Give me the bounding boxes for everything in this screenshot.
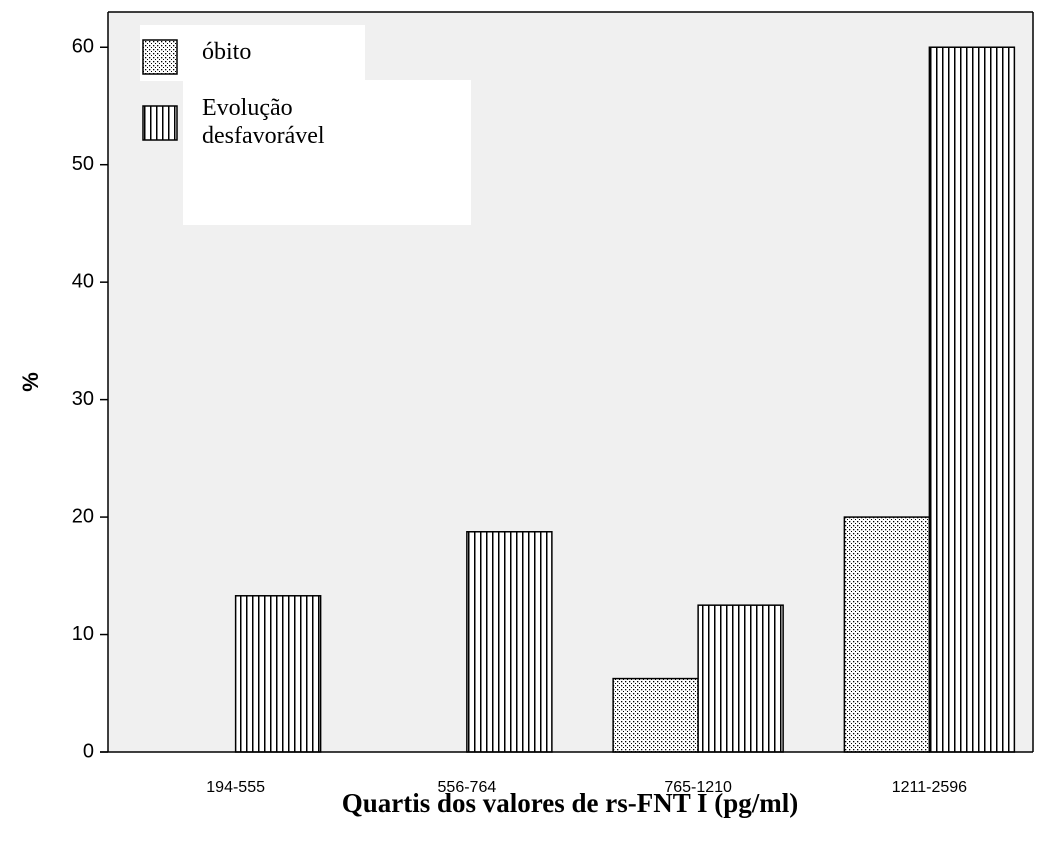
legend-label: Evolução desfavorável <box>202 95 325 149</box>
x-tick-label: 1211-2596 <box>892 779 967 796</box>
y-tick-label: 60 <box>72 36 94 58</box>
y-tick-label: 40 <box>72 270 94 292</box>
legend-box <box>183 80 471 225</box>
x-axis-label: Quartis dos valores de rs-FNT I (pg/ml) <box>342 788 799 818</box>
legend-swatch <box>142 105 178 141</box>
bar <box>697 604 784 753</box>
y-axis-label: % <box>18 372 43 392</box>
bar <box>234 595 322 753</box>
bar <box>928 46 1016 753</box>
bar <box>612 677 699 753</box>
bar <box>466 531 553 753</box>
legend-swatch <box>142 39 178 75</box>
y-tick-label: 10 <box>72 623 94 645</box>
y-tick-label: 50 <box>72 153 94 175</box>
x-tick-label: 765-1210 <box>664 779 732 796</box>
y-tick-label: 30 <box>72 388 94 410</box>
y-tick-label: 20 <box>72 505 94 527</box>
bar <box>843 516 931 753</box>
x-tick-label: 556-764 <box>438 779 497 796</box>
y-tick-label: 0 <box>83 740 94 762</box>
legend-label: óbito <box>202 39 252 65</box>
x-tick-label: 194-555 <box>206 779 265 796</box>
